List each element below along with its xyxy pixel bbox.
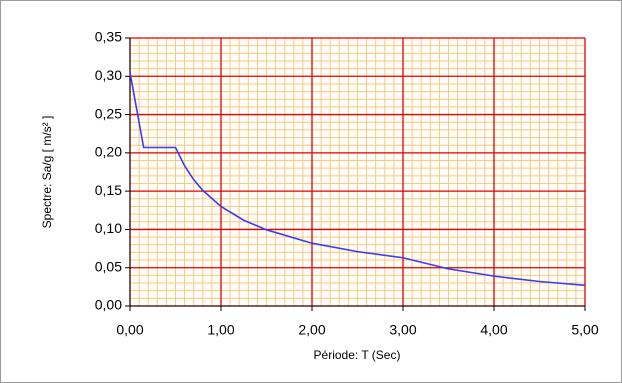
y-tick-label: 0,20 — [95, 144, 122, 160]
grid — [129, 37, 586, 307]
x-tick-label: 0,00 — [116, 322, 143, 338]
y-tick-label: 0,30 — [95, 67, 122, 83]
y-tick-label: 0,15 — [95, 182, 122, 198]
x-tick-label: 3,00 — [389, 322, 416, 338]
x-tick-label: 2,00 — [298, 322, 325, 338]
x-tick-label: 4,00 — [480, 322, 507, 338]
y-tick-label: 0,00 — [95, 297, 122, 313]
y-axis-label: Spectre: Sa/g [ m/s² ] — [40, 116, 54, 229]
series-line — [129, 72, 586, 287]
y-tick-label: 0,35 — [95, 29, 122, 45]
x-tick-label: 5,00 — [571, 322, 598, 338]
y-tick-label: 0,10 — [95, 220, 122, 236]
y-tick-label: 0,25 — [95, 105, 122, 121]
x-tick-label: 1,00 — [207, 322, 234, 338]
x-axis-label: Période: T (Sec) — [314, 348, 401, 362]
y-tick-label: 0,05 — [95, 258, 122, 274]
